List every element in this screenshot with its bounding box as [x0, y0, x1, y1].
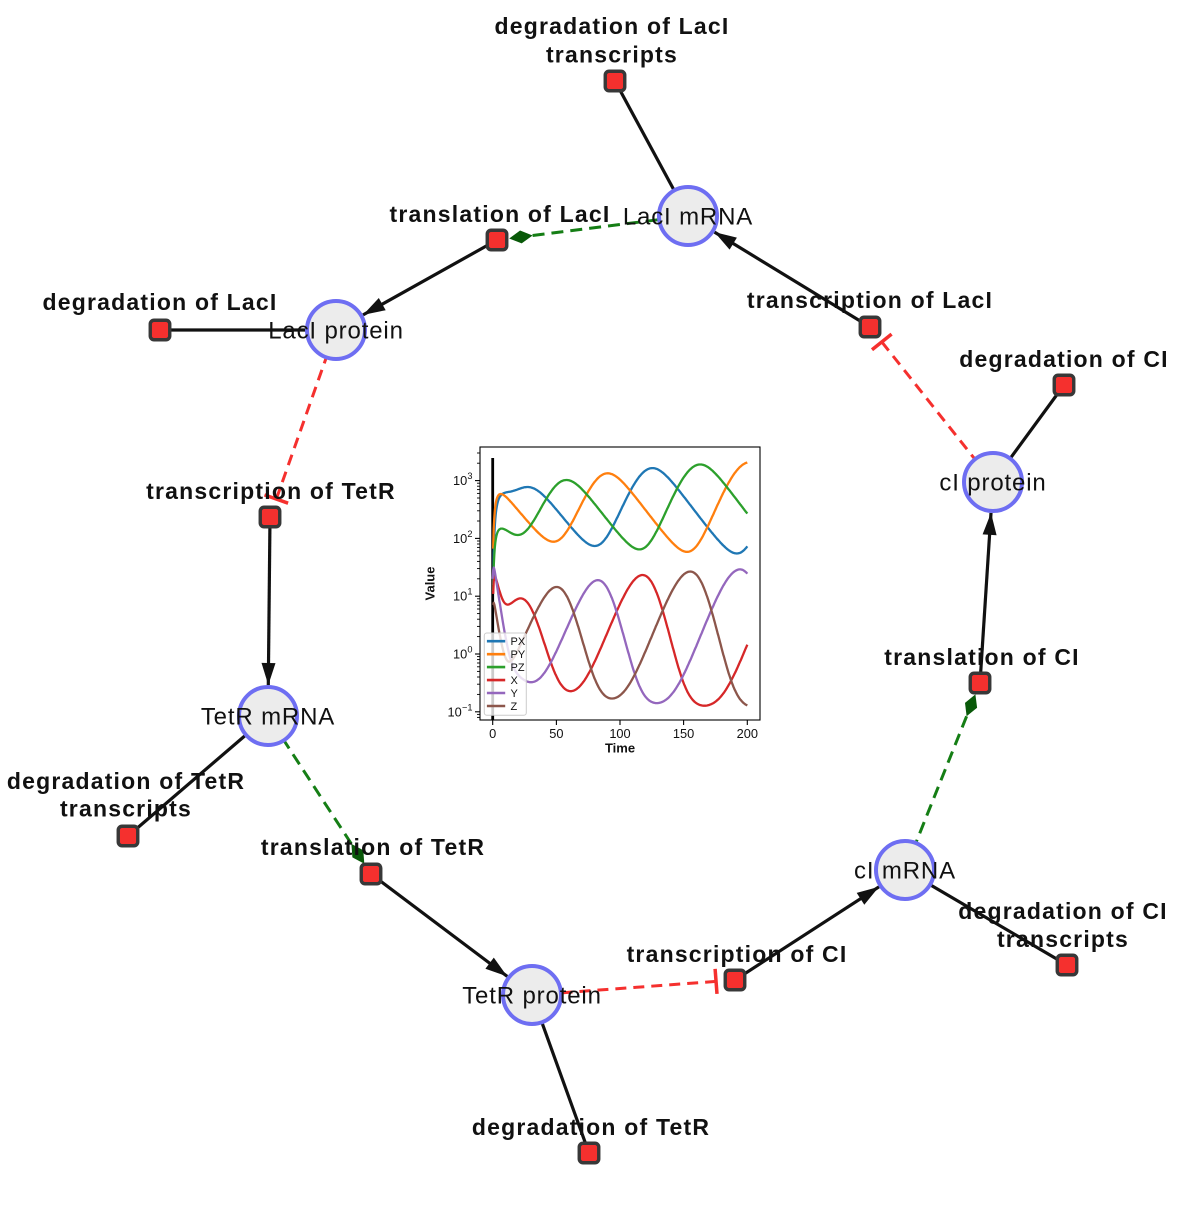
svg-text:transcripts: transcripts — [546, 42, 678, 68]
svg-text:100: 100 — [609, 726, 630, 741]
svg-text:cI protein: cI protein — [939, 470, 1046, 497]
svg-text:Z: Z — [511, 701, 518, 713]
svg-text:translation of LacI: translation of LacI — [390, 201, 611, 227]
svg-text:TetR mRNA: TetR mRNA — [201, 704, 335, 731]
svg-text:PY: PY — [511, 649, 526, 661]
svg-text:transcription of LacI: transcription of LacI — [747, 287, 993, 313]
svg-text:200: 200 — [737, 726, 758, 741]
svg-text:3: 3 — [467, 471, 472, 481]
svg-text:TetR protein: TetR protein — [462, 983, 602, 1010]
svg-text:degradation of TetR: degradation of TetR — [7, 768, 245, 794]
svg-text:150: 150 — [673, 726, 694, 741]
svg-text:X: X — [511, 675, 519, 687]
svg-text:10: 10 — [447, 704, 461, 719]
svg-text:0: 0 — [489, 726, 496, 741]
svg-text:10: 10 — [453, 473, 467, 488]
svg-text:10: 10 — [453, 531, 467, 546]
svg-text:transcription of TetR: transcription of TetR — [146, 478, 396, 504]
svg-text:PX: PX — [511, 636, 526, 648]
svg-text:degradation of LacI: degradation of LacI — [43, 289, 278, 315]
svg-text:−1: −1 — [462, 702, 472, 712]
svg-text:0: 0 — [467, 645, 472, 655]
svg-text:Value: Value — [423, 567, 438, 601]
svg-text:transcription of CI: transcription of CI — [627, 941, 848, 967]
svg-text:degradation of TetR: degradation of TetR — [472, 1114, 710, 1140]
svg-text:translation of CI: translation of CI — [884, 644, 1079, 670]
svg-text:cI mRNA: cI mRNA — [854, 858, 956, 885]
svg-text:degradation of CI: degradation of CI — [958, 898, 1168, 924]
svg-text:PZ: PZ — [511, 662, 525, 674]
svg-text:10: 10 — [453, 647, 467, 662]
svg-text:1: 1 — [467, 587, 472, 597]
svg-text:Time: Time — [605, 741, 635, 756]
svg-text:50: 50 — [549, 726, 563, 741]
svg-text:2: 2 — [467, 529, 472, 539]
svg-text:transcripts: transcripts — [60, 796, 192, 822]
svg-text:degradation of LacI: degradation of LacI — [495, 13, 730, 39]
svg-text:Y: Y — [511, 688, 519, 700]
svg-text:10: 10 — [453, 589, 467, 604]
svg-text:LacI protein: LacI protein — [268, 318, 404, 345]
svg-text:transcripts: transcripts — [997, 926, 1129, 952]
svg-text:translation of TetR: translation of TetR — [261, 834, 485, 860]
svg-text:LacI mRNA: LacI mRNA — [623, 204, 753, 231]
svg-text:degradation of CI: degradation of CI — [959, 346, 1169, 372]
